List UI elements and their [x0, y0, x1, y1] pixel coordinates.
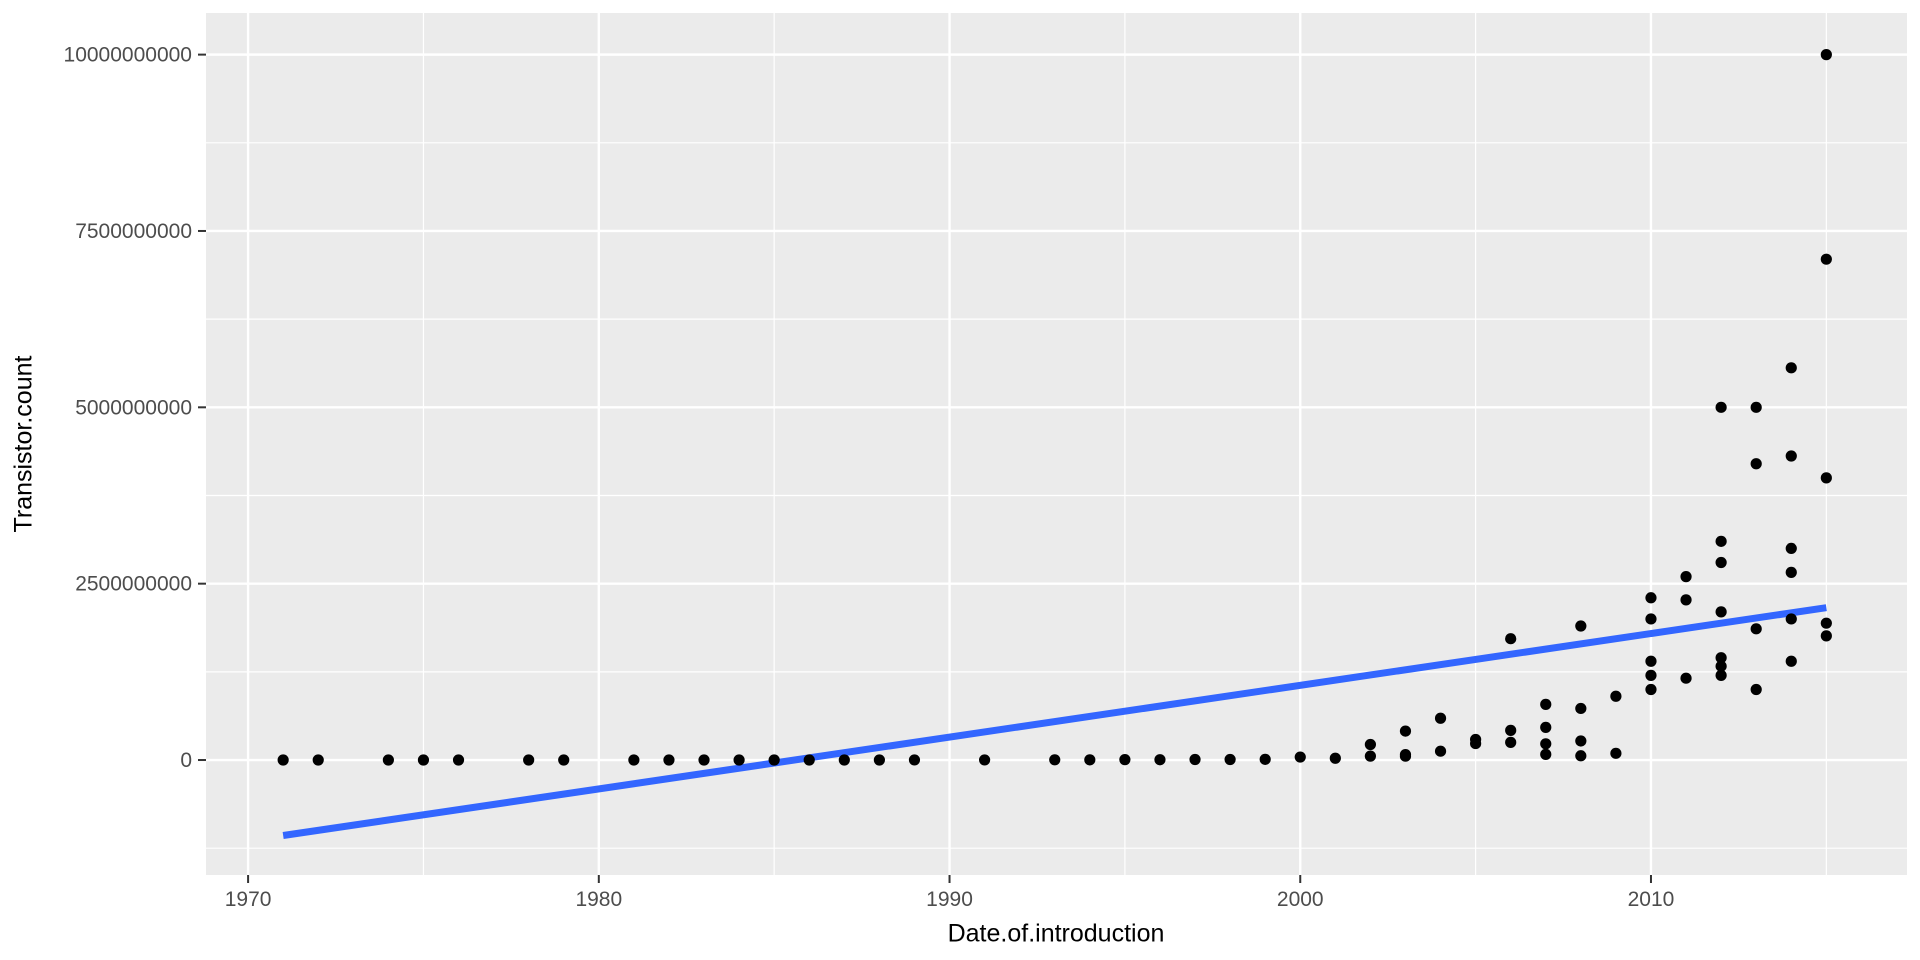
y-tick-label: 2500000000 [75, 573, 192, 596]
data-point [1785, 450, 1797, 462]
data-point [1785, 566, 1797, 578]
trend-line [282, 604, 1827, 839]
data-point [1750, 623, 1762, 635]
x-tick-label: 2010 [1628, 888, 1675, 911]
data-point [1540, 698, 1552, 710]
data-point [417, 754, 430, 766]
data-point [1505, 633, 1517, 645]
data-point [1785, 613, 1797, 625]
data-point [698, 754, 710, 766]
data-point [1820, 617, 1832, 629]
data-point [1680, 571, 1692, 583]
data-point [1680, 594, 1692, 606]
data-point [1434, 712, 1447, 724]
data-point [1610, 690, 1622, 702]
x-tick-label: 1980 [575, 888, 622, 911]
data-point [979, 754, 991, 766]
data-point [803, 754, 815, 766]
data-point [1364, 750, 1376, 762]
x-tick-label: 1990 [926, 888, 973, 911]
data-point [1750, 401, 1762, 413]
data-point [382, 754, 394, 766]
x-tick-label: 1970 [225, 888, 272, 911]
data-point [908, 754, 921, 766]
data-point [1820, 472, 1832, 484]
data-point [1294, 751, 1306, 763]
data-point [1645, 669, 1657, 681]
data-point [1715, 606, 1727, 618]
data-point [1154, 754, 1166, 766]
data-point [1610, 747, 1622, 759]
data-point [1715, 535, 1727, 547]
data-point [1259, 753, 1271, 765]
x-tick-label: 2000 [1277, 888, 1324, 911]
data-point [733, 754, 745, 766]
data-point [1715, 660, 1727, 672]
data-point [1540, 738, 1552, 750]
data-point [1224, 753, 1236, 766]
data-point [1715, 556, 1727, 569]
data-point [1084, 754, 1096, 766]
y-tick-label: 0 [180, 749, 192, 772]
data-point [1434, 745, 1447, 757]
data-point [1750, 683, 1762, 696]
data-point [312, 754, 324, 766]
data-point [1505, 736, 1517, 748]
data-point [452, 754, 465, 766]
data-point [1189, 753, 1201, 766]
data-point [838, 754, 850, 766]
data-point [1540, 721, 1552, 733]
data-point [663, 754, 675, 766]
data-point [873, 754, 885, 766]
data-point [1715, 401, 1727, 413]
data-point [1575, 702, 1587, 715]
data-point [1750, 458, 1762, 470]
data-point [1119, 754, 1131, 766]
data-point [1785, 542, 1797, 554]
data-point [1575, 735, 1587, 747]
data-point [1399, 748, 1412, 761]
data-point [1505, 724, 1517, 736]
x-axis-title: Date.of.introduction [947, 919, 1165, 948]
data-point [1645, 683, 1657, 696]
data-point [1364, 738, 1376, 751]
data-point [768, 754, 780, 766]
data-point [1540, 748, 1552, 760]
data-point [1399, 725, 1412, 737]
data-point [1470, 733, 1482, 746]
data-point [1575, 750, 1587, 762]
data-point [1715, 652, 1727, 664]
data-point [1820, 253, 1832, 265]
data-point [1645, 592, 1657, 604]
data-point [1820, 630, 1832, 642]
data-point [1785, 655, 1797, 667]
data-point [1645, 613, 1657, 625]
data-point [1329, 752, 1341, 764]
y-tick-label: 7500000000 [75, 220, 192, 243]
data-point [1645, 655, 1657, 667]
data-point [1715, 669, 1727, 681]
data-point [277, 754, 289, 766]
data-point [1785, 362, 1797, 374]
data-point [558, 754, 570, 766]
data-point [1575, 620, 1587, 632]
y-axis-title: Transistor.count [9, 355, 38, 533]
y-tick-label: 10000000000 [64, 44, 192, 67]
data-point [1680, 672, 1692, 684]
data-point [1049, 754, 1061, 766]
data-point [523, 754, 535, 766]
plot-panel [206, 13, 1907, 875]
data-point [628, 754, 640, 766]
y-tick-label: 5000000000 [75, 396, 192, 419]
data-point [1820, 49, 1832, 61]
